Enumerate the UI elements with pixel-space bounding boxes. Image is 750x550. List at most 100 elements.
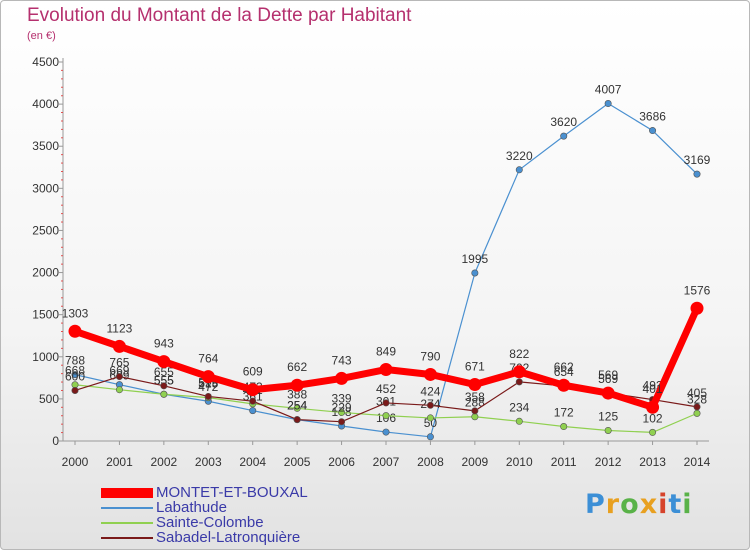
y-tick-label: 3000 — [32, 181, 59, 195]
data-label: 358 — [465, 390, 485, 404]
y-tick-label: 500 — [39, 392, 59, 406]
data-point — [646, 400, 660, 414]
data-label: 3620 — [550, 115, 577, 129]
data-point — [71, 386, 79, 394]
legend-swatch — [101, 507, 153, 509]
data-label: 555 — [154, 373, 174, 387]
data-point — [693, 170, 701, 178]
data-label: 654 — [554, 365, 574, 379]
data-label: 1576 — [684, 283, 711, 297]
data-point — [115, 386, 123, 394]
y-tick-label: 3500 — [32, 139, 59, 153]
legend-label: Sabadel-Latronquière — [156, 529, 301, 546]
data-point — [338, 408, 346, 416]
data-label: 472 — [198, 380, 218, 394]
data-point — [249, 407, 257, 415]
data-label: 569 — [598, 368, 618, 382]
data-point — [160, 382, 168, 390]
data-label: 788 — [65, 354, 85, 368]
data-label: 822 — [509, 347, 529, 361]
data-point — [515, 417, 523, 425]
data-label: 668 — [65, 364, 85, 378]
data-label: 849 — [376, 344, 396, 358]
data-label: 229 — [332, 401, 352, 415]
data-point — [604, 100, 612, 108]
data-point — [293, 416, 301, 424]
data-label: 339 — [332, 391, 352, 405]
data-point — [423, 367, 437, 381]
data-point — [290, 378, 304, 392]
data-point — [115, 373, 123, 381]
data-point — [338, 418, 346, 426]
data-label: 102 — [643, 411, 663, 425]
y-tick-label: 4500 — [32, 55, 59, 69]
data-label: 288 — [465, 396, 485, 410]
data-point — [157, 355, 171, 369]
logo-letter: P — [585, 489, 606, 520]
data-label: 405 — [687, 386, 707, 400]
data-point — [560, 132, 568, 140]
data-label: 172 — [554, 406, 574, 420]
data-point — [426, 414, 434, 422]
chart-title: Evolution du Montant de la Dette par Hab… — [27, 5, 412, 26]
logo-letter: i — [682, 489, 693, 520]
legend-label: MONTET-ET-BOUXAL — [156, 484, 308, 501]
data-point — [471, 407, 479, 415]
data-point — [471, 413, 479, 421]
data-label: 764 — [198, 352, 218, 366]
data-point — [512, 365, 526, 379]
data-label: 743 — [332, 353, 352, 367]
data-point — [293, 404, 301, 412]
data-label: 1303 — [62, 306, 89, 320]
data-label: 600 — [65, 369, 85, 383]
y-tick-label: 0 — [52, 434, 59, 448]
y-tick-label: 2500 — [32, 223, 59, 237]
x-tick-label: 2009 — [462, 455, 489, 469]
data-label: 401 — [643, 382, 663, 396]
data-point — [382, 428, 390, 436]
data-point — [160, 390, 168, 398]
legend-label: Sainte-Colombe — [156, 514, 264, 531]
data-label: 125 — [598, 409, 618, 423]
data-label: 3220 — [506, 149, 533, 163]
x-tick-label: 2008 — [417, 455, 444, 469]
data-point — [335, 371, 349, 385]
data-point — [112, 339, 126, 353]
data-point — [693, 409, 701, 417]
logo-letter: o — [620, 489, 640, 520]
data-point — [693, 403, 701, 411]
x-tick-label: 2013 — [639, 455, 666, 469]
data-point — [601, 386, 615, 400]
data-label: 50 — [424, 416, 438, 430]
data-label: 655 — [154, 365, 174, 379]
legend-swatch — [101, 488, 153, 498]
data-label: 943 — [154, 337, 174, 351]
x-tick-label: 2006 — [328, 455, 355, 469]
data-label: 3686 — [639, 110, 666, 124]
data-point — [379, 362, 393, 376]
data-point — [604, 426, 612, 434]
x-tick-label: 2007 — [373, 455, 400, 469]
x-tick-label: 2014 — [684, 455, 711, 469]
data-label: 254 — [287, 399, 307, 413]
data-point — [68, 324, 82, 338]
x-tick-label: 2003 — [195, 455, 222, 469]
y-tick-label: 1500 — [32, 308, 59, 322]
data-point — [649, 127, 657, 135]
data-point — [426, 433, 434, 441]
y-tick-label: 4000 — [32, 97, 59, 111]
data-label: 452 — [376, 382, 396, 396]
data-label: 671 — [465, 359, 485, 373]
data-point — [382, 412, 390, 420]
data-label: 424 — [420, 384, 440, 398]
legend-swatch — [101, 522, 153, 524]
data-point — [204, 392, 212, 400]
data-point — [201, 370, 215, 384]
data-point — [71, 371, 79, 379]
logo-letter: r — [605, 489, 621, 520]
data-point — [426, 401, 434, 409]
data-label: 765 — [109, 356, 129, 370]
x-tick-label: 2000 — [62, 455, 89, 469]
chart-unit-label: (en €) — [27, 30, 56, 42]
